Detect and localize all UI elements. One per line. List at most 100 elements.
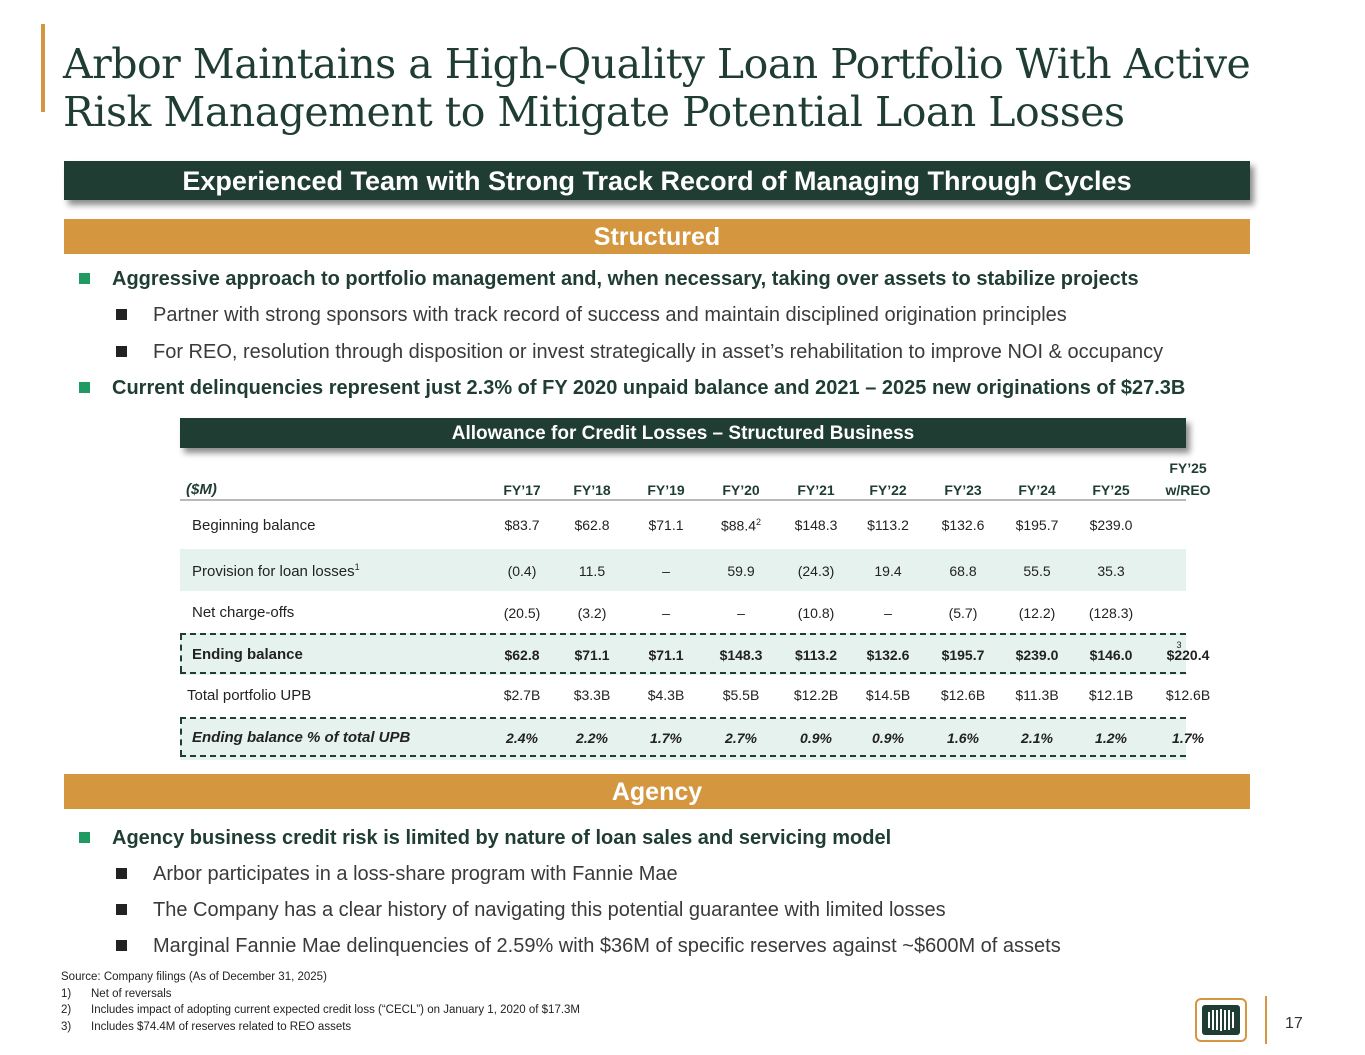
table-cell: $4.3B (647, 687, 685, 703)
table-cell: $239.0 (1015, 647, 1059, 663)
table-cell: 68.8 (949, 563, 977, 579)
dashed-border (180, 672, 1186, 674)
bullet-text: The Company has a clear history of navig… (153, 899, 946, 921)
column-header: FY’21 (797, 482, 835, 498)
arbor-logo (1195, 998, 1247, 1042)
table-cell: (0.4) (507, 563, 537, 579)
table-cell: $12.2B (793, 687, 839, 703)
table-cell: $220.4 (1166, 647, 1210, 663)
table-cell: 1.6% (947, 730, 979, 746)
row-label: Total portfolio UPB (187, 687, 312, 704)
table-cell: 35.3 (1097, 563, 1125, 579)
bullet-text: Arbor participates in a loss-share progr… (153, 863, 678, 885)
row-shade (180, 718, 1186, 760)
table-cell: $62.8 (574, 517, 610, 533)
row-label: Net charge-offs (192, 604, 295, 621)
table-cell: $62.8 (504, 647, 540, 663)
table-cell: $14.5B (865, 687, 911, 703)
table-cell: $71.1 (574, 647, 610, 663)
dashed-border (180, 755, 1186, 757)
table-cell: $3.3B (573, 687, 611, 703)
table-cell: $5.5B (722, 687, 760, 703)
table-cell: – (662, 563, 670, 579)
black-square-bullet-icon (116, 904, 127, 915)
page-number: 17 (1285, 1015, 1303, 1032)
table-cell: 11.5 (578, 563, 606, 579)
table-cell: (3.2) (577, 605, 607, 621)
table-cell: 19.4 (874, 563, 902, 579)
table-cell: $132.6 (941, 517, 985, 533)
source-note: Source: Company filings (As of December … (61, 971, 327, 983)
table-cell: $71.1 (648, 647, 684, 663)
footnote-marker: 3 (1176, 640, 1182, 650)
table-cell: 2.1% (1021, 730, 1053, 746)
structured-heading: Structured (64, 219, 1250, 254)
row-label: Provision for loan losses1 (192, 562, 360, 580)
table-cell: $195.7 (941, 647, 985, 663)
table-cell: – (662, 605, 670, 621)
table-cell: – (884, 605, 892, 621)
row-label: Beginning balance (192, 517, 316, 534)
table-cell: $12.1B (1088, 687, 1134, 703)
table-cell: 1.7% (1172, 730, 1204, 746)
table-cell: 2.4% (506, 730, 538, 746)
table-cell: (128.3) (1088, 605, 1134, 621)
row-label: Ending balance % of total UPB (192, 729, 411, 746)
dashed-border (180, 717, 1186, 719)
title-accent-bar (41, 24, 45, 112)
credit-loss-table: ($M) FY’17 FY’18 FY’19 FY’20 FY’21 FY’22 FY’23… (180, 452, 1211, 762)
bullet-text: Marginal Fannie Mae delinquencies of 2.5… (153, 935, 1061, 957)
experience-banner: Experienced Team with Strong Track Recor… (64, 161, 1250, 200)
table-cell: $132.6 (866, 647, 910, 663)
column-header: FY’19 (647, 482, 685, 498)
agency-subbullet: Arbor participates in a loss-share progr… (116, 862, 678, 886)
structured-subbullet: For REO, resolution through disposition … (116, 340, 1163, 364)
unit-header: ($M) (186, 481, 217, 498)
table-cell: $113.2 (867, 517, 909, 533)
table-cell: 2.7% (725, 730, 757, 746)
table-cell: $88.42 (720, 517, 762, 534)
bullet-text: Partner with strong sponsors with track … (153, 304, 1067, 326)
table-cell: $83.7 (504, 517, 540, 533)
table-cell: $11.3B (1015, 687, 1059, 703)
table-cell: $239.0 (1089, 517, 1133, 533)
dashed-border (180, 633, 1186, 635)
header-divider (180, 499, 1186, 501)
column-header: FY’25 (1092, 482, 1130, 498)
black-square-bullet-icon (116, 309, 127, 320)
black-square-bullet-icon (116, 940, 127, 951)
column-header: FY’23 (944, 482, 982, 498)
table-title: Allowance for Credit Losses – Structured… (180, 418, 1186, 448)
table-cell: (5.7) (948, 605, 978, 621)
column-header: FY’18 (573, 482, 611, 498)
table-cell: $146.0 (1089, 647, 1133, 663)
footnote-item: 2) Includes impact of adopting current ex… (61, 1004, 581, 1016)
page-title: Arbor Maintains a High-Quality Loan Port… (63, 40, 1251, 136)
column-header: FY’25 (1169, 460, 1207, 476)
structured-subbullet: Partner with strong sponsors with track … (116, 303, 1067, 327)
bullet-text: Agency business credit risk is limited b… (112, 827, 892, 849)
table-cell: $12.6B (940, 687, 986, 703)
black-square-bullet-icon (116, 868, 127, 879)
table-cell: $71.1 (648, 517, 684, 533)
column-header: FY’22 (869, 482, 907, 498)
table-cell: $148.3 (719, 647, 763, 663)
table-cell: – (737, 605, 745, 621)
table-cell: $12.6B (1165, 687, 1211, 703)
column-header: FY’17 (503, 482, 541, 498)
agency-heading: Agency (64, 774, 1250, 809)
green-square-bullet-icon (79, 382, 90, 393)
table-cell: 59.9 (727, 563, 755, 579)
footnote-item: 3) Includes $74.4M of reserves related to… (61, 1020, 352, 1033)
row-shade (180, 549, 1186, 591)
bullet-text: Aggressive approach to portfolio managem… (112, 268, 1139, 290)
agency-subbullet: The Company has a clear history of navig… (116, 898, 946, 922)
column-header: FY’20 (722, 482, 760, 498)
green-square-bullet-icon (79, 273, 90, 284)
table-cell: $2.7B (503, 687, 541, 703)
column-header: w/REO (1165, 482, 1211, 498)
dashed-border (180, 634, 182, 672)
table-cell: 0.9% (800, 730, 832, 746)
table-cell: (24.3) (797, 563, 835, 579)
row-label: Ending balance (192, 646, 303, 663)
